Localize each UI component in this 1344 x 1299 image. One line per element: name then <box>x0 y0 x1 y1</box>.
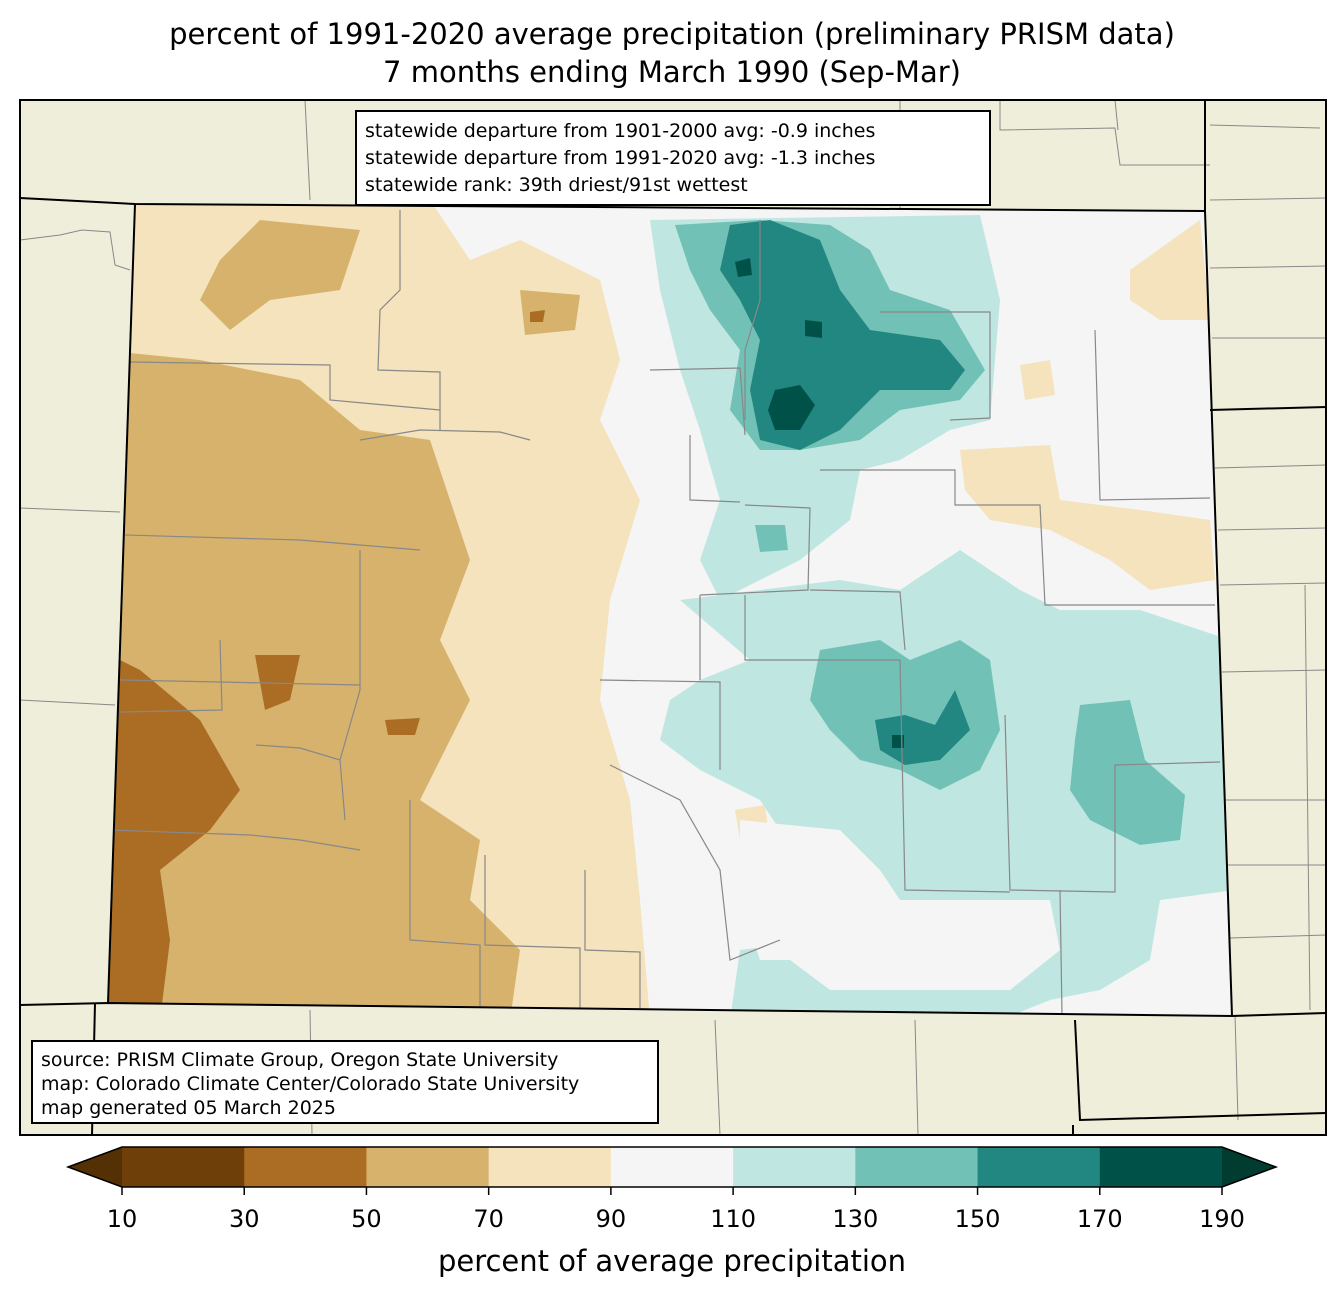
colorbar-tick-label: 130 <box>832 1205 879 1233</box>
zone-170-190-c <box>735 258 752 277</box>
colorbar-segment <box>122 1147 245 1187</box>
colorbar-segment <box>855 1147 979 1187</box>
colorbar-tick-label: 70 <box>473 1205 504 1233</box>
colorbar-tick-label: 110 <box>710 1205 757 1233</box>
county-lines <box>109 210 1221 1016</box>
statewide-stats-box: statewide departure from 1901-2000 avg: … <box>355 110 991 206</box>
colorbar-over-arrow <box>1222 1147 1276 1187</box>
colorbar-segment <box>366 1147 490 1187</box>
state-borders <box>19 100 1327 1136</box>
zone-170-190-a <box>768 385 815 430</box>
zone-130-150-b <box>755 525 788 552</box>
colorbar-segment <box>977 1147 1101 1187</box>
colorbar-tick-label: 30 <box>228 1205 260 1233</box>
zone-70-90-ne <box>1130 220 1210 320</box>
colorbar-segment <box>1099 1147 1223 1187</box>
source-line-map: map: Colorado Climate Center/Colorado St… <box>41 1073 580 1095</box>
zone-50-70-north <box>520 290 580 335</box>
source-line-generated: map generated 05 March 2025 <box>41 1097 336 1119</box>
stats-departure-1901: statewide departure from 1901-2000 avg: … <box>365 120 876 142</box>
precip-field <box>108 204 1232 1016</box>
colorbar-tick-label: 90 <box>595 1205 627 1233</box>
zone-130-150-east <box>1070 700 1185 845</box>
zone-70-90-f <box>1020 360 1055 400</box>
zone-30-50-b <box>385 718 420 735</box>
colorbar-segment <box>733 1147 856 1187</box>
zone-50-70-nw <box>200 220 360 330</box>
zone-90-110-se <box>740 820 1060 990</box>
colorbar-tick-label: 170 <box>1076 1205 1123 1233</box>
colorbar-segment <box>488 1147 612 1187</box>
colorbar-label: percent of average precipitation <box>437 1244 907 1278</box>
map-title: percent of 1991-2020 average precipitati… <box>169 17 1175 51</box>
zone-30-50-a <box>255 655 300 710</box>
source-line-prism: source: PRISM Climate Group, Oregon Stat… <box>41 1049 559 1071</box>
zone-30-50-c <box>530 310 545 322</box>
zone-70-90-e <box>960 445 1215 590</box>
map-frame <box>19 99 1327 1136</box>
colorbar-tick-label: 150 <box>954 1205 1001 1233</box>
colorbar-segment <box>610 1147 734 1187</box>
zone-50-70-west <box>108 350 520 1016</box>
zone-30-50-sw <box>108 650 240 1016</box>
colorbar-tick-label: 10 <box>106 1205 138 1233</box>
colorbar-tick-label: 50 <box>351 1205 382 1233</box>
map-subtitle: 7 months ending March 1990 (Sep-Mar) <box>383 55 961 89</box>
colorbar-segment <box>244 1147 367 1187</box>
stats-departure-1991: statewide departure from 1991-2020 avg: … <box>365 147 876 169</box>
colorbar-under-arrow <box>68 1147 122 1187</box>
source-box: source: PRISM Climate Group, Oregon Stat… <box>31 1040 659 1124</box>
zone-170-190-d <box>892 735 904 748</box>
zone-170-190-b <box>805 320 822 338</box>
stats-rank: statewide rank: 39th driest/91st wettest <box>365 174 748 196</box>
colorbar-tick-label: 190 <box>1199 1205 1245 1233</box>
